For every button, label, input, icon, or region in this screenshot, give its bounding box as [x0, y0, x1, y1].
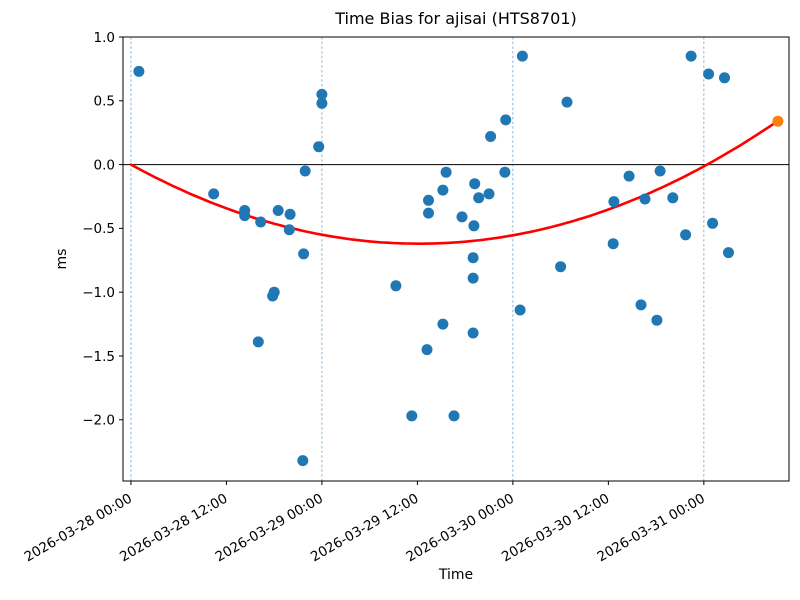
bias-measurements-point [255, 216, 267, 228]
y-tick-label: −0.5 [82, 221, 115, 237]
x-tick-label: 2026-03-31 00:00 [595, 491, 708, 566]
y-tick-label: 0.5 [94, 94, 115, 110]
bias-measurements-point [239, 210, 251, 222]
fit-curve-line [129, 119, 780, 245]
bias-measurements-point [667, 192, 679, 204]
bias-measurements-point [473, 192, 485, 204]
bias-measurements-point [423, 194, 434, 206]
bias-measurements-point [719, 72, 730, 84]
bias-measurements-point [421, 344, 433, 356]
bias-measurements-point [500, 114, 512, 126]
bias-measurements-point [651, 314, 663, 326]
bias-measurements-point [313, 141, 325, 153]
bias-measurements-point [448, 410, 460, 422]
bias-measurements-point [437, 184, 449, 196]
bias-measurements-point [685, 50, 697, 62]
bias-measurements-point [608, 196, 620, 208]
bias-measurements-point [680, 229, 692, 241]
bias-measurements-point [316, 97, 328, 109]
bias-measurements-point [483, 188, 495, 200]
bias-measurements-point [555, 261, 567, 273]
bias-measurements-point [639, 193, 651, 205]
bias-measurements-point [298, 248, 310, 260]
bias-measurements-point [467, 327, 479, 339]
bias-measurements-point [208, 188, 220, 200]
y-tick-label: 0.0 [94, 157, 115, 173]
bias-measurements-point [703, 68, 715, 80]
bias-measurements-point [252, 336, 264, 348]
bias-measurements-point [514, 304, 526, 316]
bias-measurements-point [467, 252, 479, 264]
bias-measurements-point [516, 50, 528, 62]
y-tick-label: 1.0 [94, 30, 115, 46]
bias-measurements-point [456, 211, 468, 223]
plot-border [122, 36, 790, 482]
bias-measurements-point [469, 178, 481, 190]
chart-title: Time Bias for ajisai (HTS8701) [335, 9, 577, 28]
bias-measurements-point [467, 272, 479, 284]
bias-measurements-point [283, 224, 295, 236]
bias-measurements-point [607, 238, 619, 250]
bias-measurements-point [133, 65, 145, 77]
bias-measurements-point [297, 455, 309, 467]
bias-measurements-point [299, 165, 311, 177]
bias-measurements-point [635, 299, 647, 311]
y-tick-label: −1.0 [82, 285, 115, 301]
bias-measurements-point [284, 208, 296, 220]
bias-measurements-point [316, 88, 328, 100]
bias-measurements-point [654, 165, 666, 177]
bias-measurements-point [499, 166, 511, 178]
bias-measurements-point [623, 170, 635, 182]
bias-measurements-point [707, 217, 719, 229]
bias-measurements-point [268, 286, 280, 298]
bias-measurements-point [437, 318, 449, 330]
y-tick-label: −2.0 [82, 413, 115, 429]
bias-measurements-point [406, 410, 418, 422]
bias-measurements-point [561, 96, 573, 108]
bias-measurements-point [440, 166, 452, 178]
bias-measurements-point [423, 207, 434, 219]
bias-measurements-point [272, 205, 284, 216]
x-axis-label: Time [438, 567, 474, 583]
fit-endpoint-point [772, 115, 784, 127]
bias-measurements-point [468, 220, 480, 232]
bias-measurements-point [723, 247, 734, 259]
y-tick-label: −1.5 [82, 349, 115, 365]
bias-measurements-point [485, 131, 497, 142]
bias-measurements-point [390, 280, 402, 292]
